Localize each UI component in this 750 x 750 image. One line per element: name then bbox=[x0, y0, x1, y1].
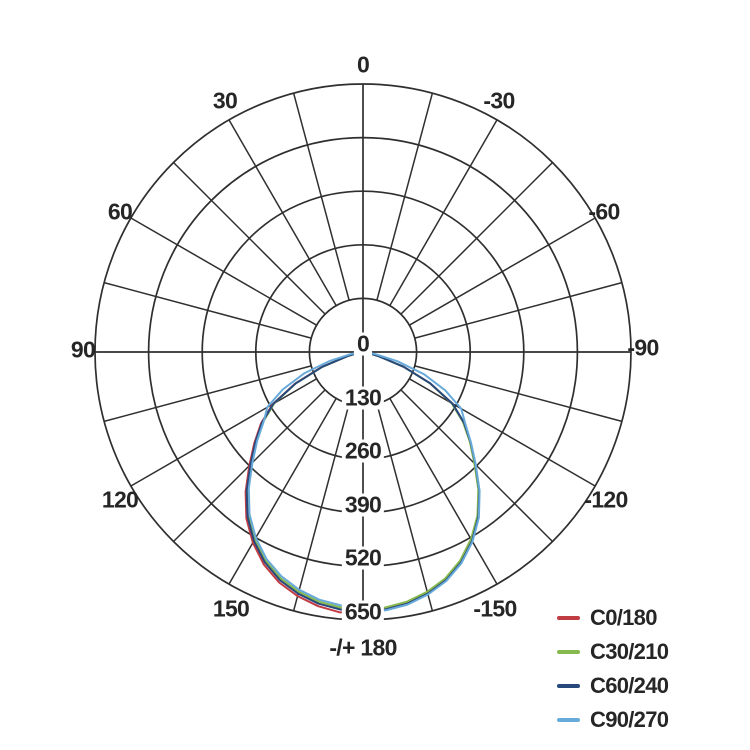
polar-grid-spoke bbox=[103, 365, 312, 423]
polar-grid-spoke bbox=[172, 161, 326, 315]
legend-label: C90/270 bbox=[590, 707, 669, 732]
polar-grid-spoke bbox=[292, 92, 350, 301]
radial-tick-label-650: 650 bbox=[341, 600, 385, 624]
polar-grid-spoke bbox=[130, 217, 317, 326]
radial-tick-label-260: 260 bbox=[341, 439, 385, 463]
angle-label-60: 60 bbox=[107, 198, 133, 225]
angle-label-30: 30 bbox=[212, 87, 238, 114]
angle-label--30: -30 bbox=[483, 87, 515, 114]
polar-grid-spoke bbox=[409, 217, 596, 326]
angle-label-0: 0 bbox=[356, 51, 370, 78]
polar-grid-spoke bbox=[376, 92, 434, 301]
polar-grid-spoke bbox=[389, 119, 498, 306]
legend-item-c60-240: C60/240 bbox=[557, 673, 669, 698]
polar-grid-spoke bbox=[228, 119, 337, 306]
legend-swatch bbox=[557, 616, 580, 620]
polar-grid-spoke bbox=[103, 281, 312, 339]
radial-tick-label-520: 520 bbox=[341, 546, 385, 570]
polar-grid-spoke bbox=[414, 365, 623, 423]
polar-grid-spoke bbox=[228, 398, 337, 585]
polar-grid-spoke bbox=[414, 281, 623, 339]
polar-grid-spoke bbox=[389, 398, 498, 585]
angle-label-180: -/+ 180 bbox=[329, 634, 397, 661]
angle-label--60: -60 bbox=[588, 198, 620, 225]
polar-grid-spoke bbox=[292, 403, 350, 612]
polar-grid-spoke bbox=[400, 161, 554, 315]
angle-label--150: -150 bbox=[473, 595, 517, 622]
radial-tick-label-390: 390 bbox=[341, 493, 385, 517]
legend-swatch bbox=[557, 650, 580, 654]
legend-item-c90-270: C90/270 bbox=[557, 707, 669, 732]
radial-tick-label-0: 0 bbox=[353, 332, 373, 356]
angle-label--90: -90 bbox=[627, 334, 659, 361]
angle-label--120: -120 bbox=[584, 486, 628, 513]
legend-item-c0-180: C0/180 bbox=[557, 606, 668, 630]
legend-label: C60/240 bbox=[590, 673, 669, 698]
legend-label: C0/180 bbox=[590, 605, 657, 630]
legend-label: C30/210 bbox=[590, 639, 669, 664]
legend-swatch bbox=[557, 684, 580, 688]
legend-item-c30-210: C30/210 bbox=[557, 639, 669, 664]
legend-swatch bbox=[557, 718, 580, 722]
angle-label-90: 90 bbox=[70, 336, 96, 363]
legend: C0/180 C30/210 C60/240 C90/270 bbox=[557, 606, 669, 742]
polar-grid-spoke bbox=[376, 403, 434, 612]
angle-label-120: 120 bbox=[101, 486, 139, 513]
polar-grid-spoke bbox=[130, 378, 317, 487]
angle-label-150: 150 bbox=[212, 595, 250, 622]
polar-grid-spoke bbox=[409, 378, 596, 487]
radial-tick-label-130: 130 bbox=[341, 386, 385, 410]
